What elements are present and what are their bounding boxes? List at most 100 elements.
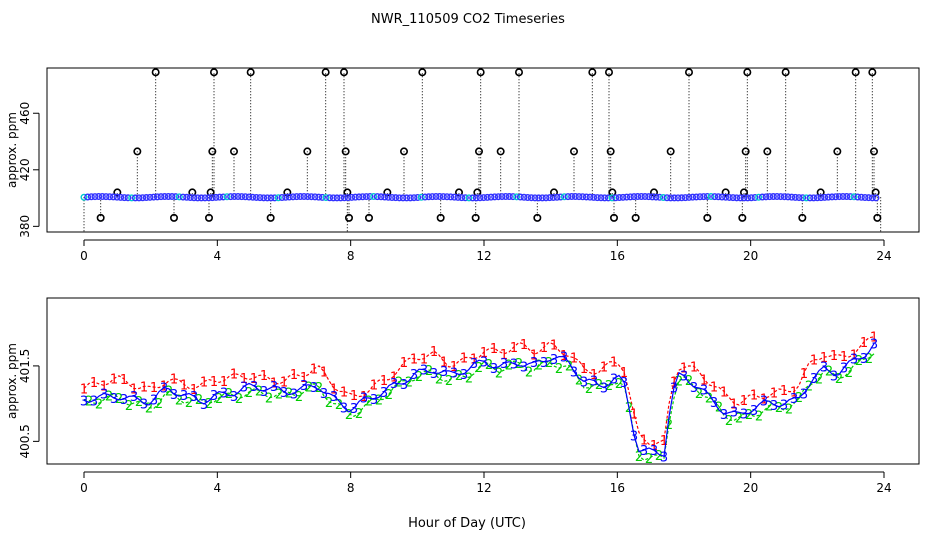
baseline-point [304,193,312,201]
series-1-point-label: 1 [410,353,418,368]
series-3-point-label: 3 [650,444,658,459]
series-1-point-label: 1 [640,434,648,449]
baseline-point [432,193,440,201]
baseline-point [95,193,103,201]
series-2-point-label: 2 [355,407,363,422]
series-3-point-label: 3 [310,381,318,396]
series-3-point-label: 3 [350,402,358,417]
baseline-point [707,193,715,201]
series-3-line [83,343,875,458]
series-3-point-label: 3 [580,375,588,390]
series-1-point-label: 1 [420,353,428,368]
series-2-point-label: 2 [815,372,823,387]
series-2-point-label: 2 [795,391,803,406]
series-1-point-label: 1 [650,439,658,454]
series-2-point-label: 2 [645,452,653,467]
series-2-point-label: 2 [745,408,753,423]
series-3-point-label: 3 [690,381,698,396]
baseline-point [711,193,719,201]
series-3-point-label: 3 [530,356,538,371]
baseline-point [637,193,645,201]
series-3-point-label: 3 [390,377,398,392]
series-1-point-label: 1 [150,381,158,396]
baseline-point [267,194,275,202]
top-panel-x-axis: 0 4 8 12 16 20 24 [80,239,892,263]
series-3-point-label: 3 [420,364,428,379]
baseline-point [645,193,653,201]
baseline-point [692,193,700,201]
baseline-point [458,194,466,202]
series-1-point-label: 1 [580,362,588,377]
series-3-point-label: 3 [480,355,488,370]
baseline-point [678,194,686,202]
series-3-point-label: 3 [80,394,88,409]
series-3-point-label: 3 [200,398,208,413]
baseline-point [131,194,139,202]
bottom-x-tick-label: 0 [80,481,88,495]
series-2-point-label: 2 [765,400,773,415]
series-2-line [83,353,875,461]
baseline-point [755,193,763,201]
baseline-point [652,193,660,201]
baseline-point [87,193,95,201]
baseline-point [399,194,407,202]
baseline-point [318,193,326,201]
series-3-point-label: 3 [600,382,608,397]
outlier-point [743,68,752,77]
series-1-point-label: 1 [470,353,478,368]
baseline-point [835,193,843,201]
bottom-panel-co2-timeseries: 1 1 1 1 11 1 1 1 1 1 11 1 1 1 1 1 11 11 11 11 1 1 11 1 11 1 111 11 1… [5,297,920,495]
series-3-point-label: 3 [730,405,738,420]
baseline-point [329,194,337,202]
outlier-point [684,68,693,77]
baseline-point [326,194,334,202]
baseline-point [744,194,752,202]
series-3-point-label: 3 [750,404,758,419]
series-1-point-label: 1 [630,408,638,423]
outlier-point [113,188,122,197]
series-2-point-label: 2 [165,385,173,400]
baseline-point [531,194,539,202]
baseline-point [256,194,264,202]
series-3-point-label: 3 [790,392,798,407]
baseline-point [557,193,565,201]
baseline-point [344,194,352,202]
top-panel-baseline-layer [80,193,880,202]
series-2-point-label: 2 [555,362,563,377]
baseline-point [450,193,458,201]
series-2-point-label: 2 [255,384,263,399]
series-2-point-label: 2 [435,373,443,388]
outlier-point [763,147,772,156]
outlier-point [474,147,483,156]
series-3-point-label: 3 [320,387,328,402]
top-x-tick-label: 12 [476,249,491,263]
baseline-point [568,193,576,201]
baseline-point [271,194,279,202]
series-1-point-label: 1 [740,394,748,409]
baseline-point [564,193,572,201]
baseline-point [593,194,601,202]
series-2-point-label: 2 [225,387,233,402]
series-2-point-label: 2 [725,414,733,429]
series-1-point-label: 1 [400,356,408,371]
top-x-tick-label: 20 [743,249,758,263]
series-1-point-label: 1 [830,349,838,364]
figure-title: NWR_110509 CO2 Timeseries [371,12,565,27]
outlier-point [868,68,877,77]
baseline-point [494,193,502,201]
series-3-point-label: 3 [180,389,188,404]
series-2-point-label: 2 [385,388,393,403]
bottom-y-tick-label: 400.5 [18,424,32,458]
outlier-point [631,213,640,222]
series-1-point-label: 1 [780,384,788,399]
bottom-x-tick-label: 16 [610,481,625,495]
baseline-point [703,193,711,201]
series-3-point-label: 3 [290,387,298,402]
series-1-point-label: 1 [80,383,88,398]
baseline-point [153,193,161,201]
baseline-point [139,194,147,202]
series-3-point-label: 3 [430,367,438,382]
series-1-point-label: 1 [750,389,758,404]
series-3-point-label: 3 [190,390,198,405]
baseline-point [681,194,689,202]
